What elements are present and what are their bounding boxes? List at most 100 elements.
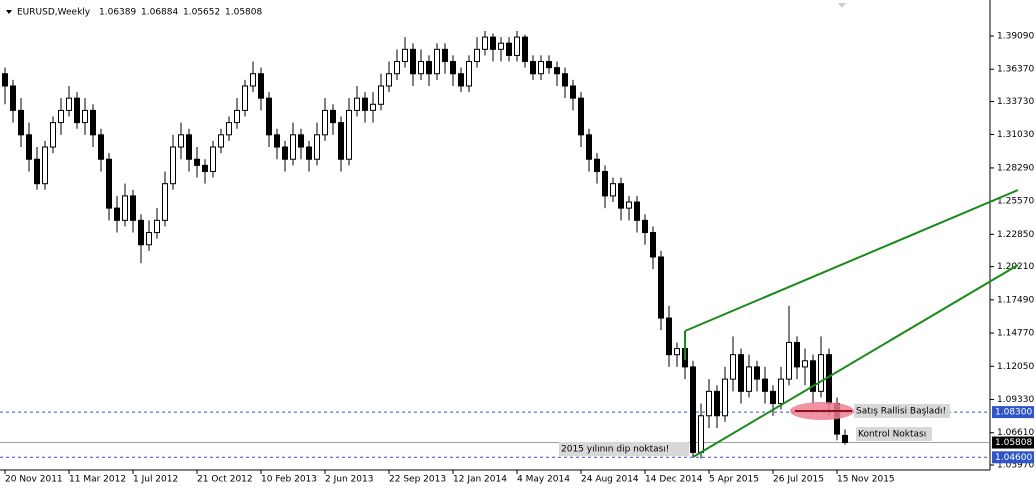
candle-body xyxy=(34,158,40,185)
candle-body xyxy=(170,146,176,185)
x-tick-label: 14 Dec 2014 xyxy=(645,475,703,485)
annotation-box xyxy=(559,442,689,456)
candle-body xyxy=(42,146,48,185)
candle-body xyxy=(218,134,224,148)
candle-body xyxy=(658,256,664,319)
candle-body xyxy=(538,61,544,75)
candle-body xyxy=(442,48,448,63)
channel-lower xyxy=(692,264,1019,458)
candle-body xyxy=(594,158,600,172)
candle-body xyxy=(434,48,440,75)
candle-body xyxy=(402,48,408,63)
candle-body xyxy=(778,378,784,405)
candle-body xyxy=(810,360,816,392)
candle-body xyxy=(258,73,264,99)
candle-body xyxy=(194,158,200,166)
y-tick-label: 1.03970 xyxy=(997,460,1034,470)
candle-body xyxy=(754,366,760,380)
x-tick-label: 24 Aug 2014 xyxy=(581,475,639,485)
candle-body xyxy=(114,207,120,221)
channel-upper xyxy=(684,189,1019,332)
candle-body xyxy=(626,201,632,209)
candle-body xyxy=(746,366,752,392)
candle-body xyxy=(466,61,472,87)
candle-body xyxy=(458,73,464,87)
candle-body xyxy=(186,134,192,160)
candle-body xyxy=(298,134,304,148)
x-tick-label: 5 Apr 2015 xyxy=(709,475,759,485)
y-tick-label: 1.12050 xyxy=(997,362,1034,372)
candle-body xyxy=(730,354,736,380)
candle-body xyxy=(794,341,800,368)
candle-body xyxy=(26,134,32,160)
candle-body xyxy=(354,97,360,111)
ohlc-close: 1.05808 xyxy=(225,8,262,18)
candle-body xyxy=(250,73,256,87)
plot: 1.39090 1.36370 1.33730 1.31030 1.28290 1.255… xyxy=(0,30,1034,485)
candle-body xyxy=(722,378,728,417)
level-tag xyxy=(992,436,1034,449)
level-tag xyxy=(992,451,1034,464)
candle-body xyxy=(306,146,312,160)
menu-arrow[interactable] xyxy=(6,10,12,14)
scroll-marker xyxy=(838,3,846,8)
candle-body xyxy=(634,201,640,221)
candle-body xyxy=(106,158,112,209)
candle-body xyxy=(618,183,624,209)
annotation: Kontrol Noktası xyxy=(858,430,926,440)
candle-body xyxy=(410,48,416,75)
candle-body xyxy=(690,366,696,453)
candle-body xyxy=(650,232,656,258)
candle-body xyxy=(802,360,808,368)
candle-body xyxy=(314,134,320,160)
candle-body xyxy=(818,354,824,392)
candle-body xyxy=(362,97,368,111)
annotation: 2015 yılının dip noktası! xyxy=(561,445,669,455)
candle-body xyxy=(242,85,248,111)
candle-body xyxy=(426,61,432,75)
candle-body xyxy=(66,97,72,111)
candle-body xyxy=(226,122,232,136)
y-tick-label: 1.31030 xyxy=(997,130,1034,140)
x-tick-label: 1 Jul 2012 xyxy=(133,475,178,485)
candle-body xyxy=(554,67,560,75)
candle-body xyxy=(826,354,832,405)
candle-body xyxy=(290,134,296,160)
candle-body xyxy=(330,109,336,124)
candle-body xyxy=(490,36,496,50)
candle-body xyxy=(450,61,456,75)
y-tick-label: 1.25570 xyxy=(997,197,1034,207)
candle-body xyxy=(370,103,376,111)
candle-body xyxy=(762,378,768,392)
candle-body xyxy=(786,341,792,380)
candle-body xyxy=(642,219,648,234)
candle-body xyxy=(666,317,672,356)
candle-body xyxy=(234,109,240,124)
candle-body xyxy=(378,85,384,105)
candle-body xyxy=(162,183,168,221)
candle-body xyxy=(482,36,488,50)
level-tag xyxy=(992,406,1034,419)
candle-body xyxy=(178,134,184,148)
candle-body xyxy=(10,85,16,111)
symbol-label: EURUSD,Weekly xyxy=(17,8,91,18)
candle-body xyxy=(714,390,720,417)
ohlc-high: 1.06884 xyxy=(141,8,178,18)
ohlc-open: 1.06389 xyxy=(99,8,136,18)
candle-body xyxy=(698,415,704,453)
candle-body xyxy=(610,183,616,197)
candle-body xyxy=(2,73,8,87)
candle-body xyxy=(570,85,576,99)
candle-body xyxy=(418,61,424,75)
candle-body xyxy=(474,48,480,63)
ohlc-low: 1.05652 xyxy=(183,8,220,18)
y-tick-label: 1.17490 xyxy=(997,295,1034,305)
y-tick-label: 1.28290 xyxy=(997,163,1034,173)
x-tick-label: 21 Oct 2012 xyxy=(197,475,253,485)
candle-body xyxy=(202,164,208,172)
candle-body xyxy=(82,109,88,124)
candle-body xyxy=(274,134,280,148)
level-label: 1.05808 xyxy=(995,438,1032,448)
annotation: Satış Rallisi Başladı! xyxy=(856,407,946,417)
candle-body xyxy=(578,97,584,136)
